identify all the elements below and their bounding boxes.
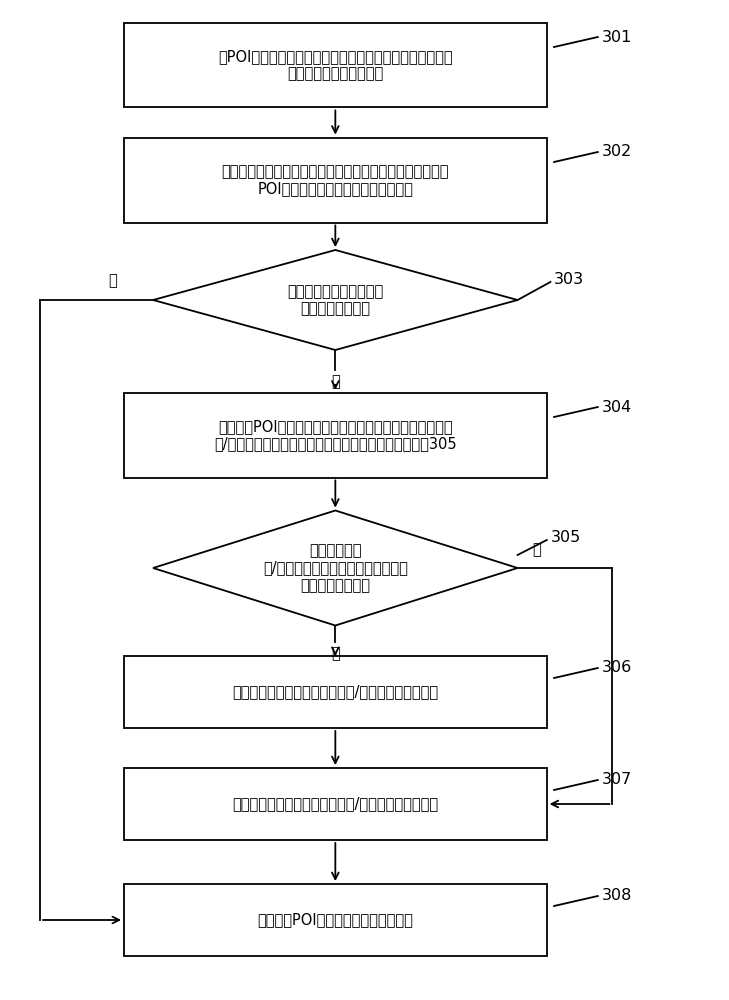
FancyBboxPatch shape xyxy=(124,884,547,956)
FancyBboxPatch shape xyxy=(124,768,547,840)
Text: 是: 是 xyxy=(331,374,340,389)
Text: 判断街道之间
和/或大厦楼宇之间的距离值是否等于
设置的第一临界值: 判断街道之间 和/或大厦楼宇之间的距离值是否等于 设置的第一临界值 xyxy=(263,543,408,593)
Text: 302: 302 xyxy=(601,144,631,159)
Text: 判定所述相似度值是否属
于设置的错误阈值: 判定所述相似度值是否属 于设置的错误阈值 xyxy=(287,284,383,316)
Text: 306: 306 xyxy=(601,660,631,676)
Text: 否: 否 xyxy=(109,273,117,288)
FancyBboxPatch shape xyxy=(124,393,547,478)
FancyBboxPatch shape xyxy=(124,656,547,728)
FancyBboxPatch shape xyxy=(124,138,547,223)
Polygon shape xyxy=(153,250,518,350)
Text: 定位所述POI原始数据的地址字段的错误类型，当街道信息
和/或大厦楼宇信息被判定为疑似错误时，继续执行步骤305: 定位所述POI原始数据的地址字段的错误类型，当街道信息 和/或大厦楼宇信息被判定… xyxy=(214,419,456,451)
Text: 否: 否 xyxy=(532,542,541,557)
Text: 305: 305 xyxy=(550,530,580,546)
Text: 308: 308 xyxy=(601,888,632,904)
Text: 304: 304 xyxy=(601,399,631,414)
Text: 根据所述组成所述地址字段的各分词所在的层数，计算所述
POI数据对的地址字段之间的相似度值: 根据所述组成所述地址字段的各分词所在的层数，计算所述 POI数据对的地址字段之间… xyxy=(222,164,449,196)
FancyBboxPatch shape xyxy=(124,22,547,107)
Text: 是: 是 xyxy=(331,646,340,661)
Text: 301: 301 xyxy=(601,29,632,44)
Text: 判断所述地址字段中街道信息和/或大厦楼宇信息正确: 判断所述地址字段中街道信息和/或大厦楼宇信息正确 xyxy=(233,684,438,700)
Text: 307: 307 xyxy=(601,772,631,788)
Text: 303: 303 xyxy=(554,272,584,288)
Polygon shape xyxy=(153,510,518,626)
Text: 对POI数据对的地址字段进行分词处理，获取组成所述地址
字段的各分词所在的层数: 对POI数据对的地址字段进行分词处理，获取组成所述地址 字段的各分词所在的层数 xyxy=(218,49,453,81)
Text: 判断所述地址字段中街道信息和/或大厦楼宇信息错误: 判断所述地址字段中街道信息和/或大厦楼宇信息错误 xyxy=(233,796,438,812)
Text: 判定所述POI原始数据的地址字段正确: 判定所述POI原始数据的地址字段正确 xyxy=(257,912,413,928)
